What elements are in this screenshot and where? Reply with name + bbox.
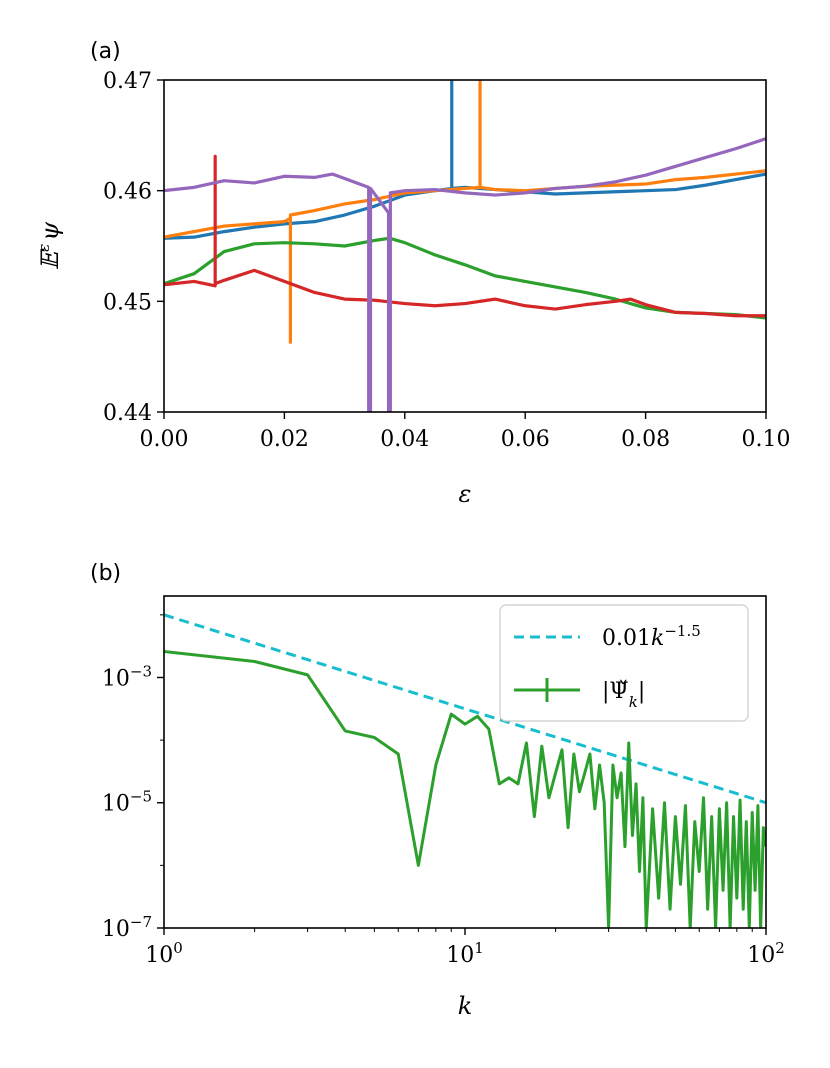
series-a-0 xyxy=(164,80,766,240)
panel-label-a: (a) xyxy=(90,39,121,64)
series-a-1 xyxy=(164,80,766,344)
series-a-2 xyxy=(164,236,766,320)
panel-label-b: (b) xyxy=(90,561,121,586)
x-tick-label-b: 100 xyxy=(145,939,183,968)
legend-box xyxy=(499,604,749,722)
y-tick-label-a: 0.47 xyxy=(103,69,152,94)
y-tick-label-b: 10−7 xyxy=(102,913,152,942)
x-tick-label-a: 0.06 xyxy=(501,427,550,452)
panel-b: 100 101 102 10−3 10−5 10−7 (b) k 0.01k−1.5 |Ψ… xyxy=(90,561,785,1020)
x-axis-label-a: ε xyxy=(459,480,472,508)
x-tick-label-a: 0.02 xyxy=(260,427,309,452)
y-tick-label-a: 0.44 xyxy=(103,401,152,426)
legend-label-powerlaw: 0.01k−1.5 xyxy=(602,622,701,651)
legend: 0.01k−1.5 |Ψ̌k| xyxy=(499,604,749,722)
y-tick-label-a: 0.45 xyxy=(103,290,152,315)
y-tick-label-b: 10−3 xyxy=(102,662,152,691)
plot-frame-a xyxy=(163,79,767,413)
y-tick-label-a: 0.46 xyxy=(103,180,152,205)
x-tick-label-a: 0.10 xyxy=(742,427,791,452)
series-a-3 xyxy=(164,154,766,318)
y-tick-label-b: 10−5 xyxy=(102,788,152,817)
y-axis-label-a: 𝔼εψ xyxy=(35,221,64,270)
x-tick-label-a: 0.00 xyxy=(140,427,189,452)
series-b-psi xyxy=(164,649,766,928)
x-tick-label-b: 102 xyxy=(747,939,785,968)
x-tick-label-b: 101 xyxy=(446,939,484,968)
series-a-4 xyxy=(164,137,766,412)
series-b-powerlaw xyxy=(164,613,766,805)
x-tick-label-a: 0.04 xyxy=(380,427,429,452)
panel-a: 0.00 0.02 0.04 0.06 0.08 0.10 0.44 0.45 0.46 0.47… xyxy=(35,39,791,508)
x-tick-label-a: 0.08 xyxy=(621,427,670,452)
x-axis-label-b: k xyxy=(458,992,473,1020)
